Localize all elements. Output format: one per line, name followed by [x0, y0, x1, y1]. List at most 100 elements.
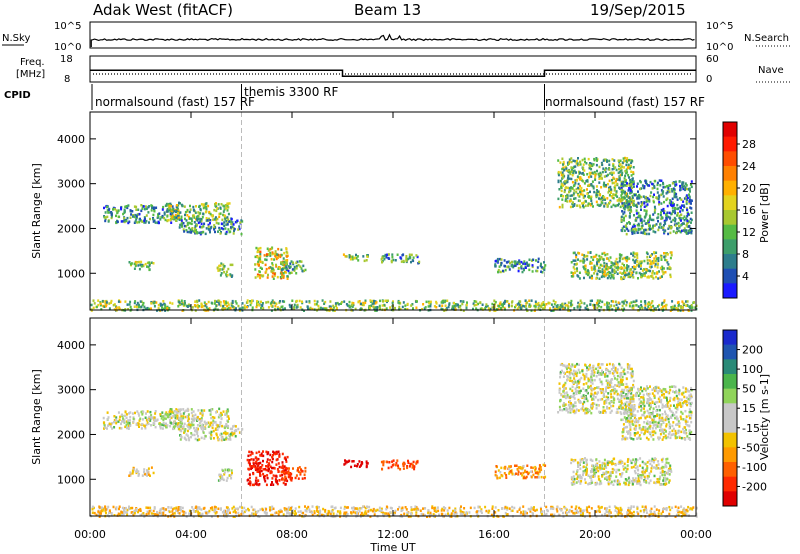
- data-cell: [135, 215, 138, 218]
- data-cell: [188, 226, 191, 230]
- data-cell: [206, 421, 208, 425]
- data-cell: [660, 202, 663, 205]
- data-cell: [623, 211, 626, 214]
- data-cell: [123, 414, 126, 418]
- data-cell: [249, 481, 252, 485]
- data-cell: [209, 230, 211, 234]
- data-cell: [545, 303, 548, 306]
- data-cell: [192, 205, 195, 209]
- data-cell: [565, 195, 568, 199]
- data-cell: [604, 411, 607, 414]
- data-cell: [591, 402, 594, 405]
- data-cell: [394, 259, 397, 262]
- freq-tick-top: 18: [60, 54, 73, 65]
- data-cell: [562, 395, 564, 398]
- data-cell: [619, 173, 622, 177]
- data-cell: [280, 261, 283, 264]
- data-cell: [219, 206, 222, 209]
- data-cell: [588, 171, 591, 175]
- data-cell: [351, 460, 354, 463]
- data-cell: [617, 381, 620, 384]
- data-cell: [132, 214, 135, 217]
- data-cell: [290, 479, 293, 482]
- data-cell: [616, 266, 619, 270]
- data-cell: [493, 305, 496, 308]
- data-cell: [597, 303, 600, 306]
- data-cell: [223, 473, 226, 476]
- data-cell: [369, 306, 372, 309]
- data-cell: [255, 456, 257, 459]
- data-cell: [527, 472, 530, 476]
- data-cell: [560, 189, 563, 193]
- data-cell: [650, 275, 653, 278]
- data-cell: [177, 216, 180, 220]
- data-cell: [622, 395, 625, 398]
- data-cell: [641, 269, 644, 272]
- data-cell: [161, 216, 164, 219]
- data-cell: [183, 410, 186, 413]
- data-cell: [161, 208, 164, 211]
- data-cell: [583, 254, 586, 257]
- data-cell: [650, 265, 653, 268]
- data-cell: [605, 167, 607, 170]
- data-cell: [188, 438, 191, 442]
- data-cell: [360, 302, 362, 306]
- data-cell: [169, 419, 171, 422]
- data-cell: [574, 182, 577, 185]
- data-cell: [356, 463, 359, 466]
- data-cell: [152, 206, 155, 209]
- data-cell: [676, 301, 679, 304]
- data-cell: [513, 260, 516, 263]
- data-cell: [301, 477, 304, 480]
- data-cell: [365, 465, 368, 469]
- data-cell: [586, 173, 589, 176]
- data-cell: [622, 204, 624, 207]
- data-cell: [645, 232, 648, 236]
- data-cell: [610, 275, 613, 278]
- data-cell: [186, 210, 189, 213]
- data-cell: [190, 417, 193, 421]
- data-cell: [583, 189, 586, 192]
- data-cell: [224, 218, 227, 221]
- data-cell: [118, 426, 121, 430]
- data-cell: [656, 266, 659, 269]
- data-cell: [210, 437, 212, 440]
- data-cell: [625, 301, 628, 304]
- data-cell: [259, 461, 262, 465]
- data-cell: [593, 190, 596, 194]
- data-cell: [619, 205, 622, 209]
- data-cell: [255, 451, 258, 455]
- data-cell: [656, 262, 659, 265]
- data-cell: [643, 186, 646, 190]
- data-cell: [605, 184, 607, 187]
- data-cell: [581, 202, 584, 205]
- data-cell: [606, 272, 609, 276]
- data-cell: [683, 205, 686, 209]
- data-cell: [585, 390, 588, 394]
- data-cell: [289, 475, 292, 479]
- data-cell: [609, 276, 612, 280]
- data-cell: [643, 205, 646, 208]
- data-cell: [204, 304, 207, 307]
- data-cell: [562, 176, 565, 179]
- data-cell: [658, 194, 660, 197]
- data-cell: [577, 368, 580, 372]
- data-cell: [598, 410, 601, 414]
- data-cell: [475, 307, 478, 310]
- data-cell: [589, 203, 592, 207]
- data-cell: [231, 427, 234, 431]
- data-cell: [185, 304, 188, 308]
- data-cell: [555, 304, 558, 308]
- data-cell: [612, 401, 615, 404]
- data-cell: [267, 273, 269, 277]
- data-cell: [673, 304, 676, 308]
- data-cell: [205, 207, 208, 210]
- data-cell: [267, 465, 270, 469]
- data-cell: [620, 390, 623, 394]
- data-cell: [600, 391, 603, 395]
- data-cell: [572, 192, 575, 195]
- data-cell: [629, 212, 631, 215]
- data-cell: [131, 210, 134, 213]
- data-cell: [227, 306, 230, 310]
- data-cell: [199, 412, 202, 415]
